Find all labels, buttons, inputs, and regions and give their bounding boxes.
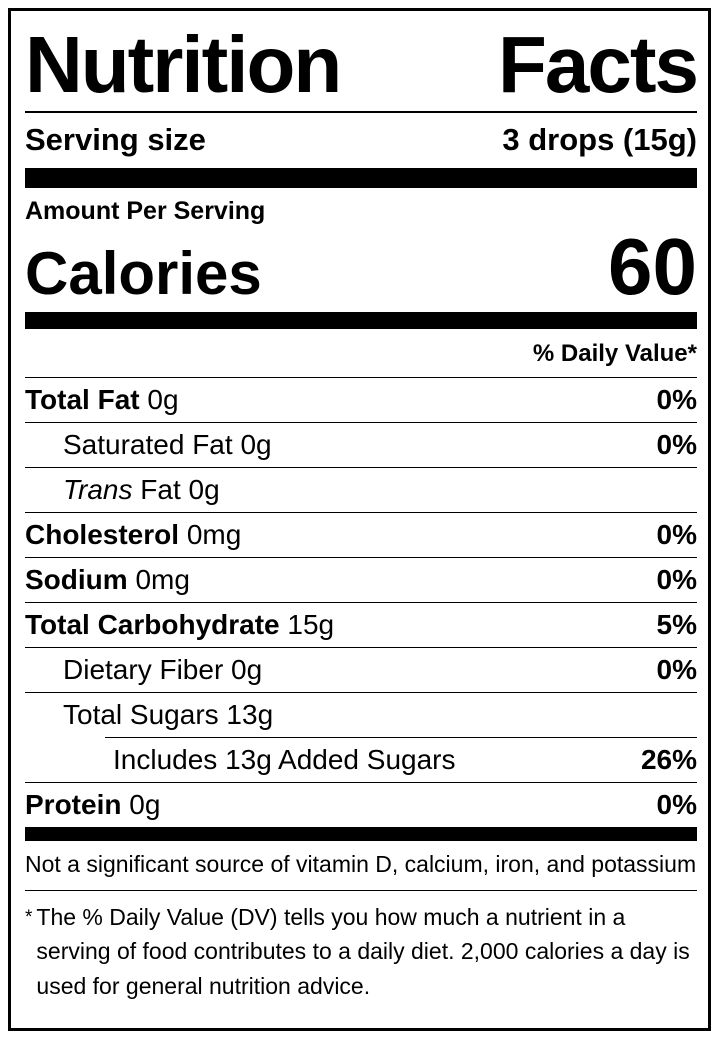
nutrient-dv: 0% <box>656 518 697 550</box>
nutrient-dv: 26% <box>640 743 697 775</box>
nutrient-dv: 0% <box>656 563 697 595</box>
daily-value-header: % Daily Value* <box>532 339 697 367</box>
nutrient-dv: 0% <box>656 428 697 460</box>
nutrient-name: Includes 13g Added Sugars <box>113 743 456 775</box>
thick-rule-top <box>25 168 697 188</box>
nutrient-row-trans-fat: Trans Fat 0g <box>25 466 697 512</box>
daily-value-footnote: * The % Daily Value (DV) tells you how m… <box>25 891 697 1012</box>
nutrient-name-amount: Sodium 0mg <box>25 564 190 596</box>
nutrient-row-total-carbohydrate: Total Carbohydrate 15g 5% <box>25 601 697 647</box>
nutrient-amount: 0g <box>147 383 179 415</box>
nutrient-name-amount: Saturated Fat 0g <box>25 429 272 461</box>
amount-per-serving-label: Amount Per Serving <box>25 197 266 225</box>
title-word-facts: Facts <box>498 20 699 109</box>
nutrient-name-italic: Trans <box>63 473 133 505</box>
nutrient-name-amount: Includes 13g Added Sugars <box>113 744 455 776</box>
nutrient-amount: 0mg <box>135 563 190 595</box>
nutrient-amount: 0g <box>240 428 272 460</box>
nutrition-facts-label: Nutrition Facts Serving size 3 drops (15… <box>8 8 711 1031</box>
nutrient-dv: 0% <box>656 383 697 415</box>
nutrient-dv: 0% <box>656 653 697 685</box>
nutrient-name-amount: Dietary Fiber 0g <box>25 654 262 686</box>
label-title: Nutrition Facts <box>25 11 699 113</box>
serving-size-row: Serving size 3 drops (15g) <box>25 113 697 168</box>
nutrient-name: Cholesterol <box>25 518 180 550</box>
nutrient-name: Dietary Fiber <box>63 653 224 685</box>
nutrient-amount: 15g <box>287 608 335 640</box>
nutrient-amount: 0g <box>129 788 161 820</box>
nutrient-row-sodium: Sodium 0mg 0% <box>25 556 697 602</box>
not-significant-note: Not a significant source of vitamin D, c… <box>25 841 697 891</box>
nutrient-row-saturated-fat: Saturated Fat 0g 0% <box>25 421 697 467</box>
nutrient-amount: 0g <box>231 653 263 685</box>
nutrient-row-cholesterol: Cholesterol 0mg 0% <box>25 511 697 557</box>
thick-rule-bottom <box>25 826 697 841</box>
nutrient-row-total-fat: Total Fat 0g 0% <box>25 376 697 422</box>
nutrient-name: Total Fat <box>25 383 140 415</box>
nutrient-name: Saturated Fat <box>63 428 233 460</box>
nutrient-name: Total Sugars <box>63 698 219 730</box>
calories-value: 60 <box>608 221 697 311</box>
footnote-asterisk: * <box>25 906 33 928</box>
nutrient-name-amount: Total Sugars 13g <box>25 699 273 731</box>
serving-size-value: 3 drops (15g) <box>502 122 697 157</box>
serving-size-label: Serving size <box>25 122 206 157</box>
nutrient-dv: 0% <box>656 788 697 820</box>
nutrient-name-amount: Trans Fat 0g <box>25 474 220 506</box>
nutrient-row-protein: Protein 0g 0% <box>25 781 697 827</box>
nutrient-name-amount: Protein 0g <box>25 789 160 821</box>
nutrient-name-amount: Total Fat 0g <box>25 384 179 416</box>
calories-row: Calories 60 <box>25 226 697 312</box>
nutrient-amount: 13g <box>226 698 274 730</box>
nutrient-amount: Fat 0g <box>140 473 220 505</box>
nutrient-row-total-sugars: Total Sugars 13g <box>25 691 697 737</box>
nutrient-name-amount: Cholesterol 0mg <box>25 519 241 551</box>
nutrient-dv: 5% <box>656 608 697 640</box>
footnote-text: The % Daily Value (DV) tells you how muc… <box>36 903 690 999</box>
nutrient-name: Protein <box>25 788 122 820</box>
nutrient-row-added-sugars: Includes 13g Added Sugars 26% <box>105 736 697 782</box>
nutrient-row-dietary-fiber: Dietary Fiber 0g 0% <box>25 646 697 692</box>
nutrient-name-amount: Total Carbohydrate 15g <box>25 609 334 641</box>
nutrient-name: Sodium <box>25 563 128 595</box>
thick-rule-middle <box>25 311 697 329</box>
nutrient-name: Total Carbohydrate <box>25 608 280 640</box>
nutrient-amount: 0mg <box>186 518 242 550</box>
title-word-nutrition: Nutrition <box>25 20 342 109</box>
calories-label: Calories <box>25 239 262 307</box>
